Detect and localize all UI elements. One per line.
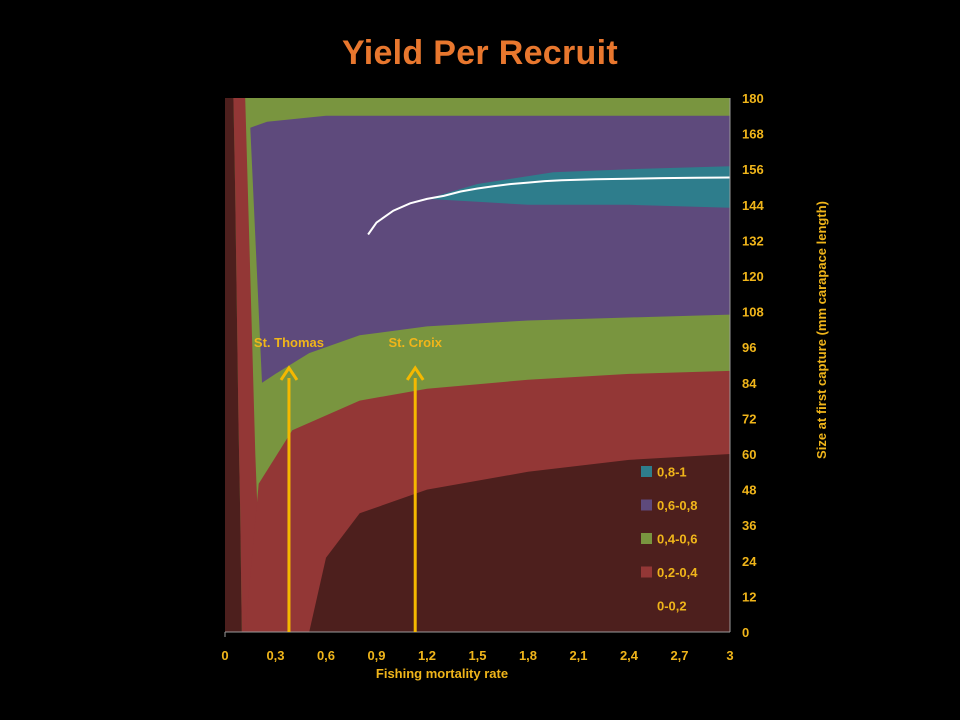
y-tick-label: 132 xyxy=(742,233,764,248)
legend-label: 0,2-0,4 xyxy=(657,565,698,580)
region-0-8-1 xyxy=(427,166,730,208)
x-tick-label: 2,7 xyxy=(670,648,688,663)
x-tick-label: 2,4 xyxy=(620,648,639,663)
y-tick-label: 168 xyxy=(742,127,764,142)
x-tick-label: 0 xyxy=(221,648,228,663)
y-tick-label: 12 xyxy=(742,589,756,604)
y-tick-label: 48 xyxy=(742,483,756,498)
legend-swatch xyxy=(641,533,652,544)
y-tick-label: 144 xyxy=(742,198,764,213)
y-axis-label: Size at first capture (mm carapace lengt… xyxy=(814,201,829,459)
y-tick-label: 0 xyxy=(742,625,749,640)
y-tick-label: 108 xyxy=(742,305,764,320)
legend-label: 0-0,2 xyxy=(657,599,687,614)
y-tick-label: 120 xyxy=(742,269,764,284)
region-0-2-0-4-left xyxy=(233,98,262,632)
y-tick-labels: 0 12 24 36 48 60 72 84 96 108 120 132 144 156 168 180 xyxy=(742,91,764,640)
legend: 0,8-1 0,6-0,8 0,4-0,6 0,2-0,4 0-0,2 xyxy=(641,465,698,614)
y-tick-label: 84 xyxy=(742,376,757,391)
y-tick-label: 96 xyxy=(742,340,756,355)
x-tick-label: 1,2 xyxy=(418,648,436,663)
optimal-size-line-group xyxy=(367,176,730,236)
annotation-label: St. Thomas xyxy=(254,335,324,350)
region-0-0-2-left xyxy=(225,98,242,632)
x-tick-label: 0,3 xyxy=(266,648,284,663)
annotations: St. Thomas St. Croix xyxy=(254,335,443,632)
legend-swatch xyxy=(641,600,652,611)
legend-swatch xyxy=(641,466,652,477)
x-tick-label: 2,1 xyxy=(569,648,587,663)
y-tick-label: 156 xyxy=(742,162,764,177)
legend-label: 0,8-1 xyxy=(657,465,687,480)
y-tick-label: 24 xyxy=(742,554,757,569)
y-tick-label: 36 xyxy=(742,518,756,533)
legend-label: 0,6-0,8 xyxy=(657,498,697,513)
y-tick-label: 72 xyxy=(742,411,756,426)
x-tick-label: 1,8 xyxy=(519,648,537,663)
axes xyxy=(224,98,731,637)
annotation-arrow-head xyxy=(279,365,299,381)
annotation-label: St. Croix xyxy=(388,335,442,350)
y-tick-label: 60 xyxy=(742,447,756,462)
annotation-arrow-head xyxy=(405,365,425,381)
optimal-size-line xyxy=(367,176,730,236)
legend-swatch xyxy=(641,566,652,578)
y-tick-label: 180 xyxy=(742,91,764,106)
x-tick-labels: 0 0,3 0,6 0,9 1,2 1,5 1,8 2,1 2,4 2,7 3 xyxy=(221,648,733,663)
x-tick-label: 3 xyxy=(726,648,733,663)
legend-swatch xyxy=(641,499,652,511)
legend-label: 0,4-0,6 xyxy=(657,532,697,547)
x-tick-label: 0,6 xyxy=(317,648,335,663)
x-tick-label: 0,9 xyxy=(367,648,385,663)
x-tick-label: 1,5 xyxy=(468,648,486,663)
x-axis-label: Fishing mortality rate xyxy=(376,666,508,681)
chart-title: Yield Per Recruit xyxy=(342,34,618,72)
